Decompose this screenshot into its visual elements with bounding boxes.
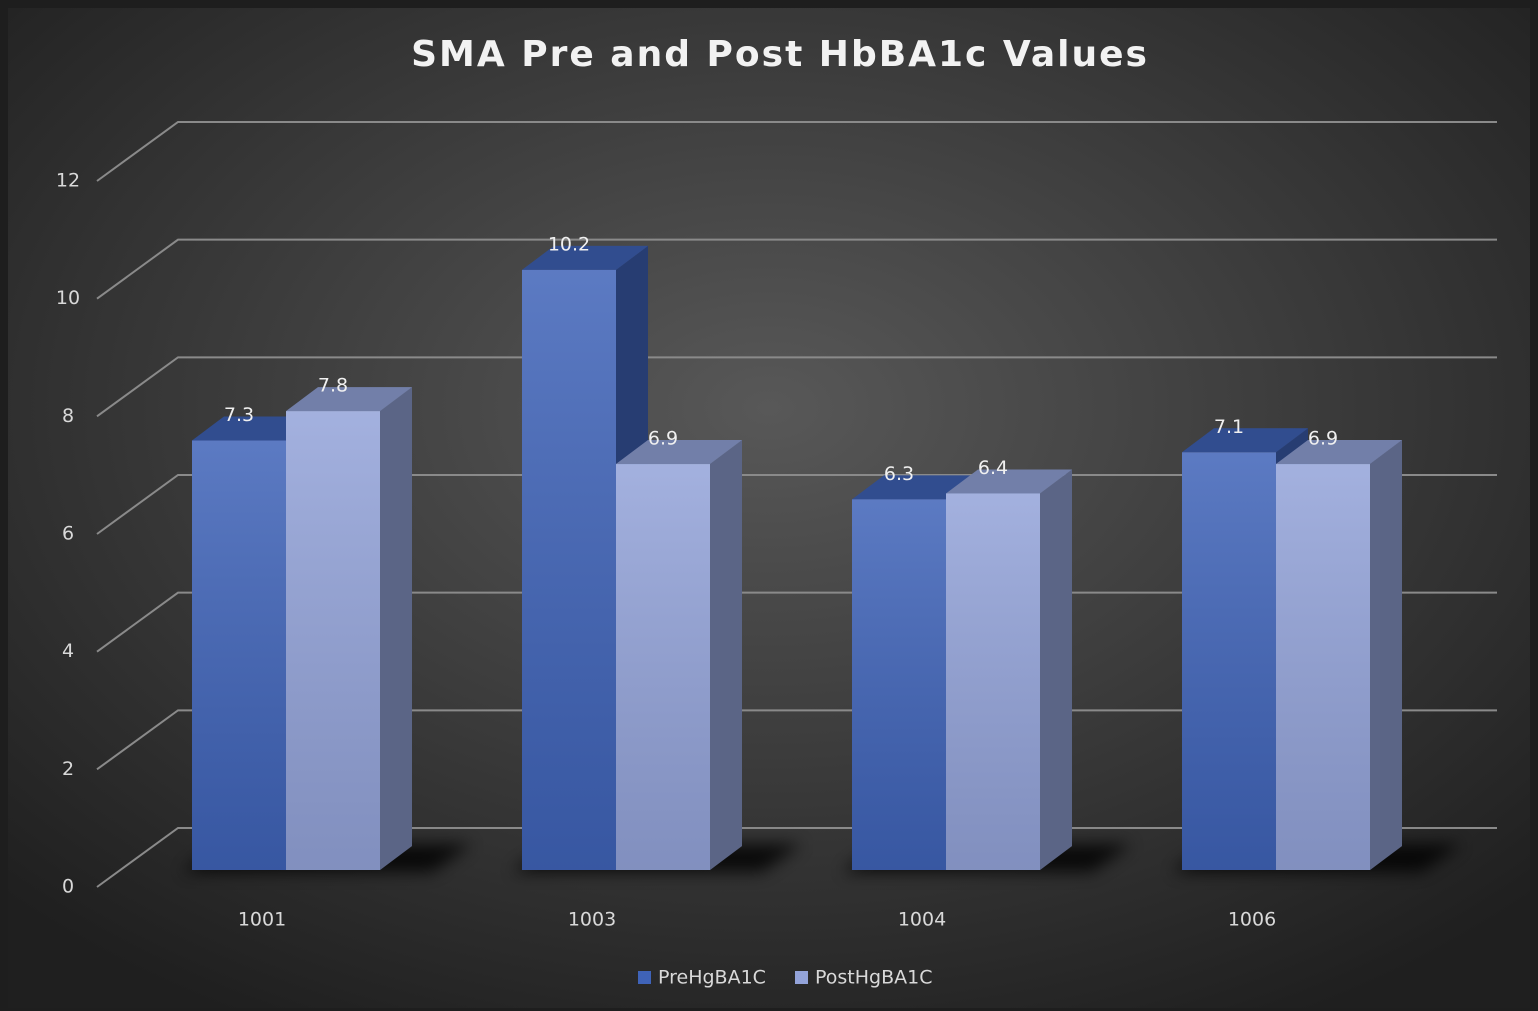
bar-top-shade [522, 245, 648, 270]
data-label: 6.9 [1308, 428, 1338, 450]
bar-side [1040, 469, 1072, 870]
bar-top [286, 387, 412, 412]
y-tick-label: 10 [56, 287, 80, 309]
bar-top-shade [1182, 428, 1308, 453]
y-tick-label: 8 [62, 405, 74, 427]
x-tick-label: 1006 [1228, 909, 1276, 931]
bar-side [710, 440, 742, 870]
bar-top [616, 440, 742, 465]
data-label: 6.9 [648, 428, 678, 450]
legend-label: PreHgBA1C [658, 967, 766, 989]
bar-shade [286, 411, 380, 870]
bar-shade [1276, 464, 1370, 870]
bar-top-shade [946, 469, 1072, 494]
grid-line [96, 356, 1497, 418]
bar-shade [1182, 452, 1276, 870]
legend-swatch [795, 971, 808, 984]
y-tick-label: 12 [56, 170, 80, 192]
grid-line [96, 238, 1497, 300]
legend-label: PostHgBA1C [815, 967, 933, 989]
bar-top-shade [616, 440, 742, 465]
chart-title: SMA Pre and Post HbBA1c Values [411, 34, 1149, 75]
y-tick-label: 0 [62, 876, 74, 898]
data-label: 6.3 [884, 463, 914, 485]
bar-top [1276, 440, 1402, 465]
data-label: 7.1 [1214, 416, 1244, 438]
x-tick-label: 1001 [238, 909, 286, 931]
bar-shade [852, 499, 946, 870]
data-label: 7.8 [318, 375, 348, 397]
bar-shade [616, 464, 710, 870]
grid-line [96, 121, 1497, 182]
bar-side-shade [1370, 440, 1402, 870]
bar-shade [522, 269, 616, 870]
bar-top-shade [1276, 440, 1402, 465]
y-tick-label: 2 [62, 758, 74, 780]
bar-shade [946, 493, 1040, 870]
bar-side-shade [710, 440, 742, 870]
bar-side [380, 387, 412, 870]
x-tick-label: 1004 [898, 909, 946, 931]
bar-side-shade [1040, 469, 1072, 870]
data-label: 10.2 [548, 233, 590, 255]
y-tick-label: 6 [62, 523, 74, 545]
bar-top [946, 469, 1072, 494]
y-tick-label: 4 [62, 640, 74, 662]
x-tick-label: 1003 [568, 909, 616, 931]
legend-swatch [638, 971, 651, 984]
bar-top [522, 245, 648, 270]
data-label: 7.3 [224, 404, 254, 426]
bar-side [1370, 440, 1402, 870]
bar-side-shade [380, 387, 412, 870]
bar-shade [192, 440, 286, 870]
bar-top-shade [286, 387, 412, 412]
bar-top [1182, 428, 1308, 453]
data-label: 6.4 [978, 457, 1008, 479]
